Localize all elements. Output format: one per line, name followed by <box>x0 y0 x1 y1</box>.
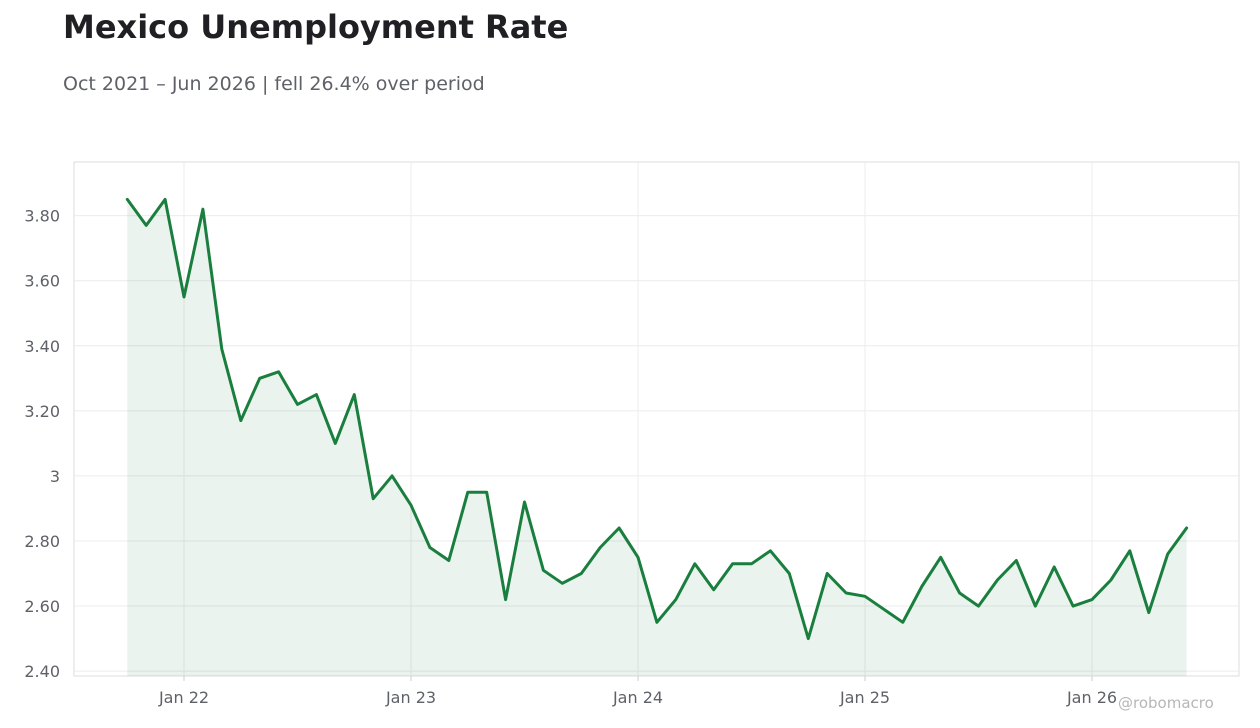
data-point <box>1109 579 1112 582</box>
data-point <box>826 572 829 575</box>
data-point <box>1053 566 1056 569</box>
data-point <box>353 393 356 396</box>
data-point <box>1128 549 1131 552</box>
data-point <box>1015 559 1018 562</box>
data-point <box>315 393 318 396</box>
data-point <box>1147 611 1150 614</box>
data-point <box>674 598 677 601</box>
data-point <box>769 549 772 552</box>
data-point <box>807 637 810 640</box>
watermark: @robomacro <box>1118 694 1214 712</box>
plot-frame <box>73 161 1240 677</box>
data-point <box>561 582 564 585</box>
x-tick-label: Jan 24 <box>612 688 663 707</box>
data-point <box>599 546 602 549</box>
series-area <box>127 199 1187 676</box>
chart-subtitle: Oct 2021 – Jun 2026 | fell 26.4% over pe… <box>63 73 485 95</box>
series-line <box>125 197 1189 641</box>
data-point <box>239 419 242 422</box>
data-point <box>845 592 848 595</box>
y-axis-labels: 2.40 2.60 2.80 3 3.20 3.40 3.60 3.80 <box>24 207 60 681</box>
data-point <box>920 585 923 588</box>
data-point <box>334 442 337 445</box>
data-point <box>939 556 942 559</box>
x-axis-labels: Jan 22 Jan 23 Jan 24 Jan 25 Jan 26 <box>158 688 1117 707</box>
data-point <box>296 403 299 406</box>
data-point <box>1034 605 1037 608</box>
y-tick-label: 2.60 <box>24 597 60 616</box>
data-point <box>712 588 715 591</box>
y-tick-label: 2.40 <box>24 662 60 681</box>
data-point <box>504 598 507 601</box>
data-point <box>731 562 734 565</box>
data-point <box>372 497 375 500</box>
data-point <box>750 562 753 565</box>
chart-title: Mexico Unemployment Rate <box>63 8 569 46</box>
y-gridlines <box>74 215 1239 672</box>
x-tick-label: Jan 22 <box>158 688 209 707</box>
data-point <box>542 569 545 572</box>
data-point <box>788 572 791 575</box>
data-point <box>901 621 904 624</box>
x-gridlines <box>183 162 1093 681</box>
data-point <box>201 208 204 211</box>
data-point <box>428 546 431 549</box>
y-tick-label: 3.20 <box>24 402 60 421</box>
data-point <box>977 605 980 608</box>
y-tick-label: 2.80 <box>24 532 60 551</box>
data-point <box>145 224 148 227</box>
data-point <box>882 608 885 611</box>
data-point <box>637 556 640 559</box>
data-point <box>410 504 413 507</box>
data-point <box>466 491 469 494</box>
data-point <box>655 621 658 624</box>
data-point <box>447 559 450 562</box>
data-point <box>580 572 583 575</box>
x-tick-label: Jan 26 <box>1066 688 1117 707</box>
y-tick-label: 3.60 <box>24 272 60 291</box>
data-point <box>258 377 261 380</box>
data-point <box>391 474 394 477</box>
data-point <box>183 296 186 299</box>
data-point <box>485 491 488 494</box>
data-point <box>1185 527 1188 530</box>
data-point <box>618 527 621 530</box>
y-tick-label: 3.80 <box>24 207 60 226</box>
data-point <box>864 595 867 598</box>
data-point <box>693 562 696 565</box>
data-point <box>277 370 280 373</box>
data-point <box>126 198 129 201</box>
data-point <box>958 592 961 595</box>
x-tick-label: Jan 23 <box>385 688 436 707</box>
data-point <box>1166 553 1169 556</box>
data-point <box>220 348 223 351</box>
data-point <box>996 579 999 582</box>
data-point <box>1091 598 1094 601</box>
data-point <box>523 501 526 504</box>
y-tick-label: 3 <box>50 467 60 486</box>
data-point <box>1072 605 1075 608</box>
x-tick-label: Jan 25 <box>839 688 890 707</box>
y-tick-label: 3.40 <box>24 337 60 356</box>
data-point <box>164 198 167 201</box>
